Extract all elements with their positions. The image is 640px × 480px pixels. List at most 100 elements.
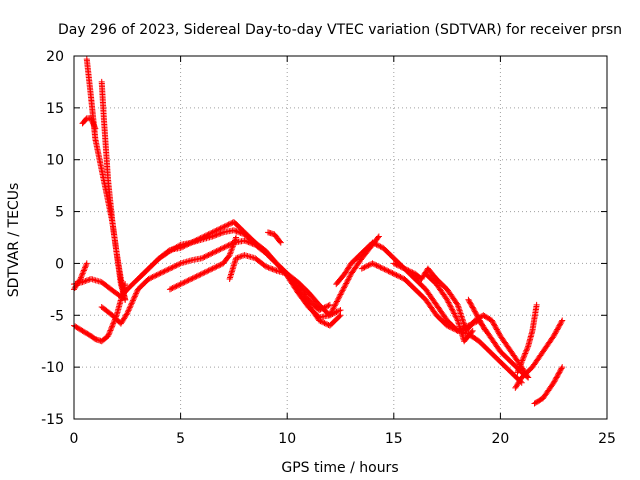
data-point (88, 116, 95, 123)
x-tick-label: 20 (491, 431, 509, 447)
data-point (80, 268, 87, 275)
data-point (146, 275, 153, 282)
series-trace-s (98, 78, 129, 303)
series-trace-r (79, 115, 99, 132)
data-point (145, 275, 152, 282)
series-trace-g (333, 239, 525, 386)
data-point (83, 261, 90, 268)
data-point (397, 274, 404, 281)
data-point (446, 302, 453, 309)
data-point (83, 260, 90, 267)
data-point (376, 242, 383, 249)
data-point (518, 360, 525, 367)
data-point (238, 253, 245, 260)
data-point (452, 313, 459, 320)
series-trace-i (390, 260, 532, 381)
data-point (369, 239, 376, 246)
data-point (176, 281, 183, 288)
data-point (205, 252, 212, 259)
data-point (384, 267, 391, 274)
data-point (127, 303, 134, 310)
data-point (209, 265, 216, 272)
y-tick-label: -10 (41, 360, 64, 376)
data-point (339, 287, 346, 294)
data-point (90, 121, 97, 128)
data-point (198, 255, 205, 262)
data-point (91, 124, 98, 131)
data-point (222, 243, 229, 250)
data-point (204, 231, 211, 238)
data-point (374, 234, 381, 241)
data-point (197, 271, 204, 278)
data-point (152, 272, 159, 279)
data-point (333, 298, 340, 305)
data-point (79, 271, 86, 278)
data-point (554, 373, 561, 380)
data-point (185, 240, 192, 247)
data-point (106, 328, 113, 335)
data-point (381, 266, 388, 273)
data-point (206, 230, 213, 237)
data-point (316, 307, 323, 314)
data-point (449, 307, 456, 314)
x-tick-label: 15 (385, 431, 403, 447)
y-tick-label: 20 (46, 49, 64, 65)
data-point (491, 322, 498, 329)
data-point (453, 300, 460, 307)
data-point (558, 365, 565, 372)
data-point (517, 362, 524, 369)
data-point (123, 311, 130, 318)
data-point (107, 327, 114, 334)
data-point (133, 290, 140, 297)
data-point (321, 320, 328, 327)
data-point (330, 310, 337, 317)
data-point (107, 326, 114, 333)
data-point (233, 234, 240, 241)
data-point (132, 291, 139, 298)
y-tick-label: 5 (55, 205, 64, 221)
data-point (92, 125, 99, 132)
data-point (523, 347, 530, 354)
data-point (331, 302, 338, 309)
data-point (205, 231, 212, 238)
data-point (340, 286, 347, 293)
data-point (466, 298, 473, 305)
data-point (90, 120, 97, 127)
data-point (79, 270, 86, 277)
data-point (218, 224, 225, 231)
data-point (331, 303, 338, 310)
series-trace-c (134, 218, 333, 314)
data-point (201, 253, 208, 260)
data-point (218, 245, 225, 252)
data-point (552, 377, 559, 384)
data-point (80, 267, 87, 274)
data-point (444, 296, 451, 303)
data-point (105, 331, 112, 338)
data-point (226, 220, 233, 227)
data-point (233, 228, 240, 235)
data-point (559, 317, 566, 324)
data-point (445, 299, 452, 306)
data-point (473, 310, 480, 317)
data-point (174, 282, 181, 289)
data-point (376, 263, 383, 270)
data-point (235, 254, 242, 261)
data-point (338, 288, 345, 295)
data-point (394, 272, 401, 279)
data-point (232, 235, 239, 242)
series-trace-b (98, 237, 344, 329)
data-point (202, 232, 209, 239)
data-point (555, 370, 562, 377)
data-point (213, 248, 220, 255)
data-point (157, 270, 164, 277)
data-point (358, 265, 365, 272)
data-point (333, 299, 340, 306)
data-point (231, 237, 238, 244)
series-trace-d (166, 234, 240, 293)
data-point (401, 265, 408, 272)
data-point (209, 229, 216, 236)
data-point (226, 252, 233, 259)
data-point (447, 303, 454, 310)
data-point (222, 222, 229, 229)
data-point (173, 283, 180, 290)
